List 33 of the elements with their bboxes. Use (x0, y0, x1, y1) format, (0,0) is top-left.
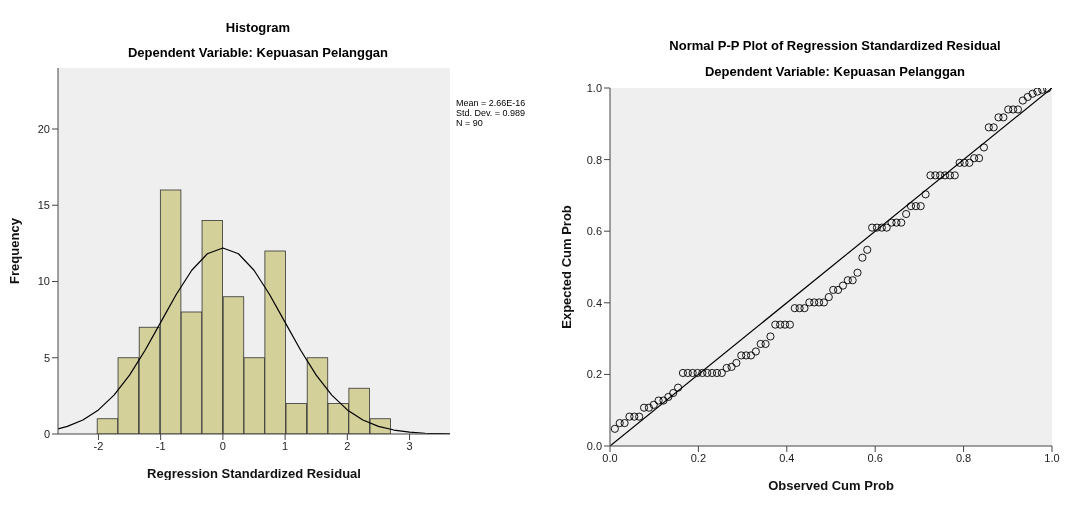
x-tick-label: 0.8 (955, 451, 972, 464)
x-axis-title: Observed Cum Prob (768, 478, 894, 493)
y-tick-label: 0.6 (586, 225, 602, 238)
text: N = 90 (456, 118, 484, 128)
y-tick-label: 10 (37, 275, 50, 288)
y-tick-label: 0.4 (586, 296, 602, 309)
x-tick-label: 3 (406, 439, 413, 452)
x-tick-label: -1 (155, 439, 166, 452)
x-tick-label: 1.0 (1044, 451, 1060, 464)
y-tick-label: 5 (43, 351, 50, 364)
x-tick-label: 0 (219, 439, 226, 452)
x-tick-label: 2 (344, 439, 351, 452)
y-axis-title: Expected Cum Prob (558, 205, 574, 329)
x-tick-label: 0.2 (690, 451, 707, 464)
chart-title: Histogram (224, 20, 292, 35)
text: Mean = 2.66E-16 (456, 98, 526, 108)
y-tick-label: 0.8 (586, 153, 602, 166)
x-tick-label: -2 (93, 439, 104, 452)
x-axis-title: Regression Standardized Residual (147, 466, 361, 481)
y-axis-title: Frequency (6, 217, 22, 284)
text: Std. Dev. = 0.989 (456, 108, 526, 118)
y-tick-label: 1.0 (586, 81, 602, 94)
x-tick-label: 0.0 (602, 451, 618, 464)
y-tick-label: 0.2 (586, 368, 602, 381)
chart-subtitle: Dependent Variable: Kepuasan Pelanggan (126, 45, 390, 60)
x-tick-label: 1 (282, 439, 289, 452)
chart-title: Normal P-P Plot of Regression Standardized Residual (668, 38, 1002, 53)
y-tick-label: 0 (43, 427, 50, 440)
x-tick-label: 0.6 (867, 451, 883, 464)
chart-subtitle: Dependent Variable: Kepuasan Pelanggan (703, 64, 967, 79)
y-tick-label: 15 (37, 199, 50, 212)
x-tick-label: 0.4 (779, 451, 795, 464)
y-tick-label: 20 (37, 122, 50, 135)
